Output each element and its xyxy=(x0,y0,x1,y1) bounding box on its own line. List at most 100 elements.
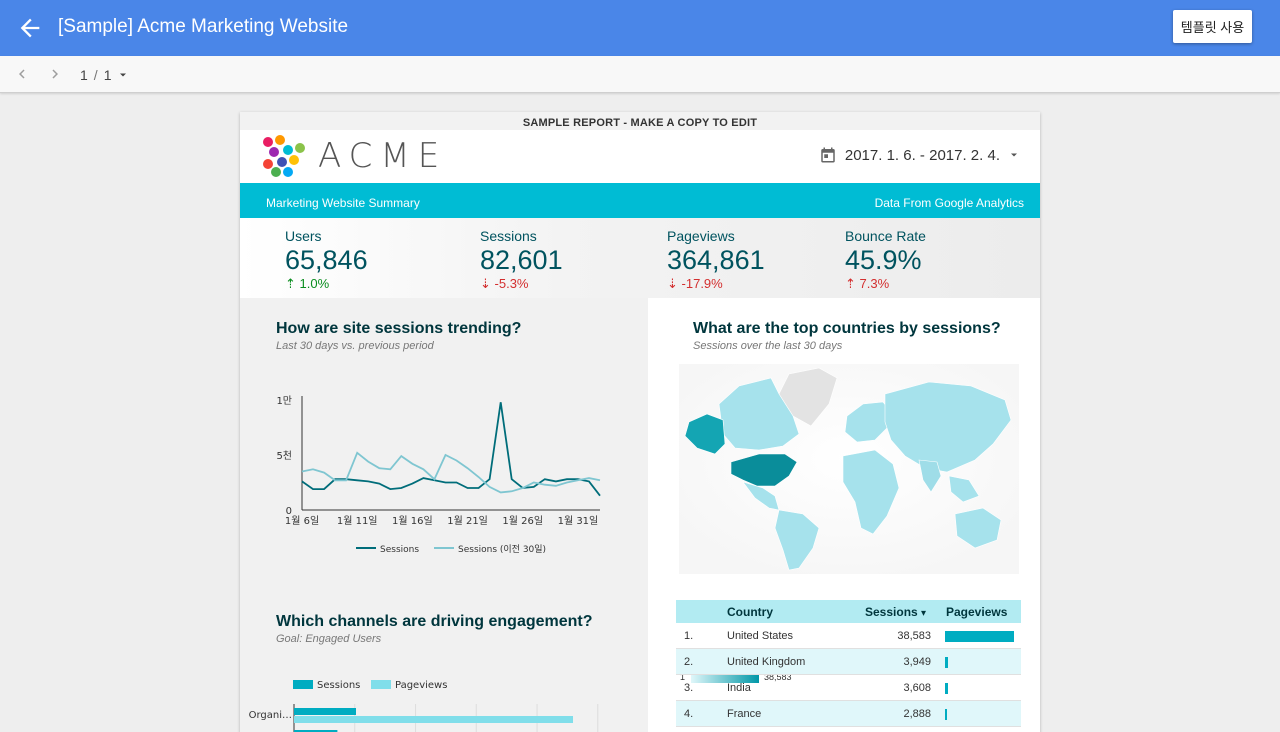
row-pageviews-bar xyxy=(945,683,948,694)
sessions-series-line xyxy=(301,402,601,497)
kpi-value: 45.9% xyxy=(845,245,922,275)
table-body: 1. United States 38,583 2. United Kingdom 3,9… xyxy=(676,623,1021,727)
row-country: France xyxy=(727,708,762,720)
kpi-delta: ⇣ -5.3% xyxy=(480,276,563,292)
legend-min: 1 xyxy=(680,672,686,682)
kpi-label: Users xyxy=(285,228,322,244)
trend-chart-subtitle: Last 30 days vs. previous period xyxy=(276,340,434,352)
legend-label: Sessions (이전 30일) xyxy=(458,544,546,555)
previous-sessions-series-line xyxy=(301,451,601,494)
legend-label: Sessions xyxy=(380,545,419,555)
category-label: Organi… xyxy=(249,710,292,721)
back-arrow-icon[interactable] xyxy=(16,14,44,42)
table-row[interactable]: 1. United States 38,583 xyxy=(676,623,1021,649)
sessions-header-label: Sessions xyxy=(865,605,918,619)
calendar-icon xyxy=(821,147,835,163)
report-canvas: SAMPLE REPORT - MAKE A COPY TO EDIT ACME… xyxy=(240,112,1040,732)
country-table: Country Sessions ▾ Pageviews 1. United St… xyxy=(676,600,1021,727)
kpi-delta: ⇡ 7.3% xyxy=(845,276,926,292)
row-pageviews-bar xyxy=(945,709,947,720)
page-indicator[interactable]: 1 / 1 xyxy=(80,67,129,83)
legend-gradient-bar xyxy=(691,675,759,683)
kpi-delta-value: -5.3% xyxy=(494,276,529,291)
band-left-label: Marketing Website Summary xyxy=(266,196,420,210)
x-tick-label: 1월 6일 xyxy=(285,515,319,527)
table-header: Country Sessions ▾ Pageviews xyxy=(676,600,1021,623)
kpi-label: Pageviews xyxy=(667,228,735,244)
table-row[interactable]: 3. India 3,608 xyxy=(676,675,1021,701)
table-row[interactable]: 4. France 2,888 xyxy=(676,701,1021,727)
row-sessions: 38,583 xyxy=(897,630,931,642)
chevron-right-icon[interactable] xyxy=(46,65,64,83)
acme-wordmark: ACME xyxy=(318,136,448,176)
sample-report-banner: SAMPLE REPORT - MAKE A COPY TO EDIT xyxy=(240,112,1040,130)
left-panel: How are site sessions trending? Last 30 … xyxy=(240,298,648,732)
arrow-up-icon: ⇡ xyxy=(285,276,296,291)
band-right-label: Data From Google Analytics xyxy=(874,196,1024,210)
chevron-left-icon[interactable] xyxy=(13,65,31,83)
total-pages: 1 xyxy=(103,67,112,83)
arrow-down-icon: ⇣ xyxy=(667,276,678,291)
pageviews-bar xyxy=(294,716,573,723)
acme-logo-icon xyxy=(263,135,305,177)
kpi-scorecards: Users 65,846 ⇡ 1.0% Sessions 82,601 ⇣ -5… xyxy=(240,218,1040,298)
summary-band: Marketing Website Summary Data From Goog… xyxy=(240,183,1040,218)
x-tick-label: 1월 26일 xyxy=(502,515,543,527)
pageviews-column-header[interactable]: Pageviews xyxy=(946,605,1008,619)
country-column-header[interactable]: Country xyxy=(727,605,773,619)
report-title: [Sample] Acme Marketing Website xyxy=(58,16,349,37)
kpi-label: Bounce Rate xyxy=(845,228,926,244)
row-rank: 3. xyxy=(684,682,694,694)
sort-desc-icon: ▾ xyxy=(921,608,927,619)
row-pageviews-bar xyxy=(945,631,1014,642)
trend-chart-title: How are site sessions trending? xyxy=(276,320,522,337)
countries-chart-title: What are the top countries by sessions? xyxy=(693,320,1001,337)
alaska-region xyxy=(684,413,726,455)
kpi-delta-value: 7.3% xyxy=(859,276,890,291)
asia-region xyxy=(884,381,1012,473)
right-panel: What are the top countries by sessions? … xyxy=(649,298,1040,732)
y-tick-label: 5천 xyxy=(276,450,292,462)
sessions-trend-chart[interactable]: 0 5천 1만 1월 6일 1월 11일 1월 16일 1월 21일 1월 26일 1월 31일… xyxy=(240,388,648,578)
kpi-sessions: Sessions 82,601 ⇣ -5.3% xyxy=(480,228,563,292)
kpi-delta-value: -17.9% xyxy=(681,276,723,291)
date-range-picker[interactable]: 2017. 1. 6. - 2017. 2. 4. xyxy=(819,146,1020,164)
sessions-column-header[interactable]: Sessions ▾ xyxy=(865,605,926,619)
legend-label: Pageviews xyxy=(395,680,447,691)
kpi-users: Users 65,846 ⇡ 1.0% xyxy=(285,228,368,292)
table-row[interactable]: 2. United Kingdom 3,949 xyxy=(676,649,1021,675)
kpi-value: 82,601 xyxy=(480,245,563,275)
x-tick-label: 1월 16일 xyxy=(392,515,433,527)
world-geo-map[interactable] xyxy=(679,364,1019,574)
kpi-delta-value: 1.0% xyxy=(299,276,330,291)
app-bar: [Sample] Acme Marketing Website 템플릿 사용 xyxy=(0,0,1280,56)
kpi-delta: ⇡ 1.0% xyxy=(285,276,368,292)
kpi-bounce-rate: Bounce Rate 45.9% ⇡ 7.3% xyxy=(845,228,926,292)
row-sessions: 3,949 xyxy=(903,656,931,668)
arrow-down-icon: ⇣ xyxy=(480,276,491,291)
south-america-region xyxy=(774,509,820,571)
kpi-value: 364,861 xyxy=(667,245,765,275)
australia-region xyxy=(954,507,1002,549)
legend-swatch xyxy=(371,680,391,689)
canada-region xyxy=(718,377,800,451)
date-range-text: 2017. 1. 6. - 2017. 2. 4. xyxy=(844,146,1000,164)
row-country: United States xyxy=(727,630,794,642)
sessions-bar xyxy=(294,708,356,715)
x-tick-label: 1월 11일 xyxy=(337,515,378,527)
kpi-delta: ⇣ -17.9% xyxy=(667,276,765,292)
row-sessions: 2,888 xyxy=(903,708,931,720)
x-tick-label: 1월 31일 xyxy=(558,515,599,527)
legend-swatch xyxy=(293,680,313,689)
y-tick-label: 1만 xyxy=(276,395,292,407)
row-sessions: 3,608 xyxy=(903,682,931,694)
map-legend: 1 38,583 xyxy=(680,672,830,686)
row-pageviews-bar xyxy=(945,657,948,668)
legend-max: 38,583 xyxy=(764,672,792,682)
dropdown-caret-icon xyxy=(120,73,127,77)
arrow-up-icon: ⇡ xyxy=(845,276,856,291)
dropdown-caret-icon xyxy=(1011,153,1017,157)
use-template-button[interactable]: 템플릿 사용 xyxy=(1173,10,1252,43)
current-page: 1 xyxy=(80,67,88,83)
